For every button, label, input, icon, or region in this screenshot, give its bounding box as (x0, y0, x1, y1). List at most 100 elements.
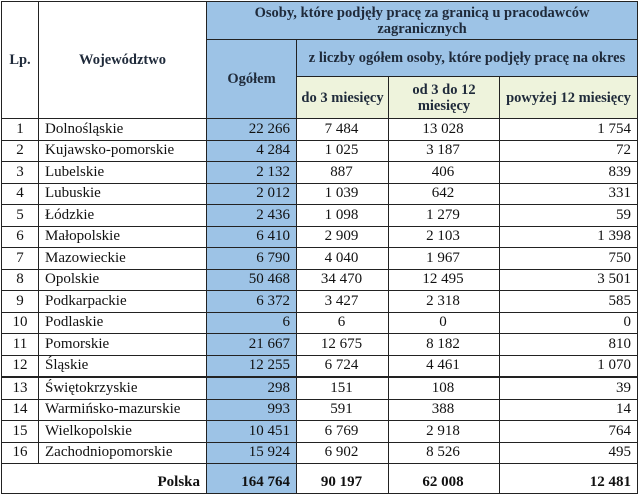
total-ogolem: 164 764 (206, 463, 297, 494)
row-powyzej12: 1 398 (498, 225, 639, 248)
row-do3: 34 470 (296, 268, 389, 291)
row-wojewodztwo: Małopolskie (38, 225, 207, 248)
row-lp: 16 (1, 441, 39, 464)
row-od3do12: 3 187 (388, 139, 500, 162)
row-powyzej12: 0 (498, 311, 639, 334)
row-powyzej12: 750 (498, 247, 639, 270)
row-do3: 6 902 (296, 441, 389, 464)
row-do3: 1 098 (296, 204, 389, 227)
row-wojewodztwo: Warmińsko-mazurskie (38, 398, 207, 421)
row-powyzej12: 59 (498, 204, 639, 227)
table-row: 1 Dolnośląskie 22 266 7 484 13 028 1 754 (1, 118, 639, 141)
header-group-main: Osoby, które podjęły pracę za granicą u … (205, 1, 639, 40)
table-row: 6 Małopolskie 6 410 2 909 2 103 1 398 (1, 225, 639, 248)
row-lp: 1 (1, 118, 39, 141)
row-lp: 9 (1, 290, 39, 313)
total-od3do12: 62 008 (388, 463, 500, 494)
row-lp: 11 (1, 333, 39, 356)
header-group-period: z liczby ogółem osoby, które podjęły pra… (295, 39, 639, 77)
row-od3do12: 1 967 (388, 247, 500, 270)
row-powyzej12: 810 (498, 333, 639, 356)
row-do3: 12 675 (296, 333, 389, 356)
table-row: 11 Pomorskie 21 667 12 675 8 182 810 (1, 333, 639, 356)
row-ogolem: 22 266 (206, 118, 297, 141)
row-do3: 591 (296, 398, 389, 421)
row-lp: 14 (1, 398, 39, 421)
row-lp: 10 (1, 311, 39, 334)
row-lp: 6 (1, 225, 39, 248)
header-powyzej12: powyżej 12 miesięcy (498, 76, 639, 119)
row-wojewodztwo: Opolskie (38, 268, 207, 291)
row-wojewodztwo: Podkarpackie (38, 290, 207, 313)
header-od3do12: od 3 do 12 miesięcy (388, 76, 500, 119)
row-ogolem: 10 451 (206, 420, 297, 443)
row-ogolem: 6 410 (206, 225, 297, 248)
row-od3do12: 0 (388, 311, 500, 334)
row-wojewodztwo: Dolnośląskie (38, 118, 207, 141)
row-wojewodztwo: Lubuskie (38, 182, 207, 205)
table-row: 2 Kujawsko-pomorskie 4 284 1 025 3 187 72 (1, 139, 639, 162)
row-lp: 8 (1, 268, 39, 291)
row-do3: 1 039 (296, 182, 389, 205)
row-wojewodztwo: Śląskie (38, 354, 207, 378)
table-row: 16 Zachodniopomorskie 15 924 6 902 8 526 495 (1, 441, 639, 464)
table-row: 12 Śląskie 12 255 6 724 4 461 1 070 (1, 354, 639, 378)
row-ogolem: 6 372 (206, 290, 297, 313)
row-od3do12: 8 182 (388, 333, 500, 356)
row-wojewodztwo: Kujawsko-pomorskie (38, 139, 207, 162)
row-wojewodztwo: Łódzkie (38, 204, 207, 227)
row-powyzej12: 72 (498, 139, 639, 162)
row-wojewodztwo: Lubelskie (38, 161, 207, 184)
table-row: 4 Lubuskie 2 012 1 039 642 331 (1, 182, 639, 205)
total-powyzej12: 12 481 (498, 463, 639, 494)
header-lp: Lp. (1, 1, 39, 119)
row-ogolem: 298 (206, 376, 297, 400)
row-ogolem: 4 284 (206, 139, 297, 162)
row-do3: 3 427 (296, 290, 389, 313)
row-do3: 6 724 (296, 354, 389, 378)
row-ogolem: 993 (206, 398, 297, 421)
row-wojewodztwo: Mazowieckie (38, 247, 207, 270)
row-powyzej12: 14 (498, 398, 639, 421)
row-lp: 3 (1, 161, 39, 184)
row-do3: 7 484 (296, 118, 389, 141)
row-ogolem: 2 436 (206, 204, 297, 227)
row-lp: 5 (1, 204, 39, 227)
row-lp: 4 (1, 182, 39, 205)
table-row: 13 Świętokrzyskie 298 151 108 39 (1, 376, 639, 400)
row-do3: 151 (296, 376, 389, 400)
total-row: Polska 164 764 90 197 62 008 12 481 (1, 463, 639, 494)
row-ogolem: 2 132 (206, 161, 297, 184)
row-lp: 15 (1, 420, 39, 443)
row-powyzej12: 495 (498, 441, 639, 464)
row-do3: 2 909 (296, 225, 389, 248)
row-do3: 887 (296, 161, 389, 184)
row-ogolem: 12 255 (206, 354, 297, 378)
row-od3do12: 108 (388, 376, 500, 400)
table-row: 14 Warmińsko-mazurskie 993 591 388 14 (1, 398, 639, 421)
table-row: 10 Podlaskie 6 6 0 0 (1, 311, 639, 334)
row-od3do12: 642 (388, 182, 500, 205)
row-lp: 7 (1, 247, 39, 270)
row-ogolem: 21 667 (206, 333, 297, 356)
table-row: 9 Podkarpackie 6 372 3 427 2 318 585 (1, 290, 639, 313)
table-row: 5 Łódzkie 2 436 1 098 1 279 59 (1, 204, 639, 227)
row-ogolem: 6 (206, 311, 297, 334)
row-ogolem: 50 468 (206, 268, 297, 291)
row-do3: 6 769 (296, 420, 389, 443)
row-do3: 6 (296, 311, 389, 334)
row-ogolem: 15 924 (206, 441, 297, 464)
row-powyzej12: 764 (498, 420, 639, 443)
row-od3do12: 13 028 (388, 118, 500, 141)
row-powyzej12: 1 754 (498, 118, 639, 141)
row-lp: 12 (1, 354, 39, 378)
row-od3do12: 4 461 (388, 354, 500, 378)
total-do3: 90 197 (296, 463, 389, 494)
row-od3do12: 388 (388, 398, 500, 421)
table-row: 7 Mazowieckie 6 790 4 040 1 967 750 (1, 247, 639, 270)
row-lp: 2 (1, 139, 39, 162)
row-lp: 13 (1, 376, 39, 400)
table-row: 3 Lubelskie 2 132 887 406 839 (1, 161, 639, 184)
row-powyzej12: 39 (498, 376, 639, 400)
